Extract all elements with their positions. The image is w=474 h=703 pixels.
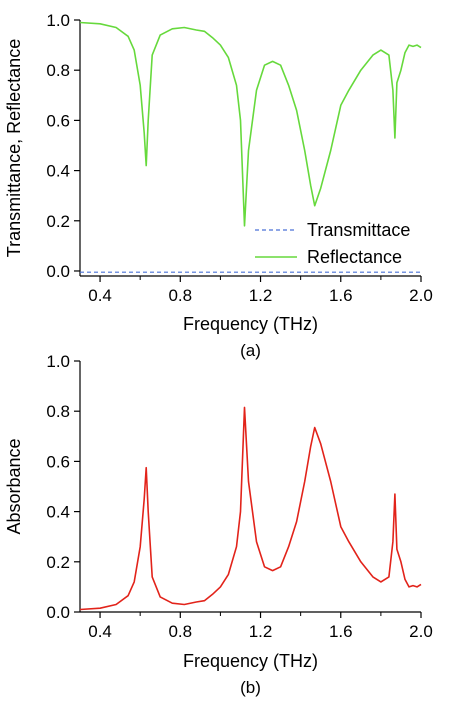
x-tick-label: 1.2 <box>249 286 273 305</box>
x-tick-label: 0.8 <box>168 286 192 305</box>
x-axis-title: Frequency (THz) <box>183 314 318 334</box>
y-tick-label: 1.0 <box>46 11 70 30</box>
y-tick-label: 0.2 <box>46 212 70 231</box>
panel-label: (b) <box>240 678 261 697</box>
absorbance-line <box>79 406 422 611</box>
y-axis-title: Absorbance <box>4 438 24 534</box>
legend-label-transmittace: Transmittace <box>307 220 410 240</box>
y-axis-title: Transmittance, Reflectance <box>4 39 24 257</box>
y-tick-label: 0.4 <box>46 162 70 181</box>
y-tick-label: 0.8 <box>46 402 70 421</box>
x-axis-title: Frequency (THz) <box>183 651 318 671</box>
y-tick-label: 0.4 <box>46 503 70 522</box>
x-tick-label: 1.6 <box>329 286 353 305</box>
y-tick-label: 0.8 <box>46 61 70 80</box>
y-tick-label: 0.6 <box>46 111 70 130</box>
x-tick-label: 2.0 <box>409 286 433 305</box>
y-tick-label: 0.0 <box>46 603 70 622</box>
y-tick-label: 0.6 <box>46 452 70 471</box>
x-tick-label: 2.0 <box>409 622 433 641</box>
reflectance-line <box>79 21 422 227</box>
x-tick-label: 1.2 <box>249 622 273 641</box>
y-tick-label: 0.2 <box>46 553 70 572</box>
y-tick-label: 0.0 <box>46 262 70 281</box>
x-tick-label: 0.4 <box>88 622 112 641</box>
legend-label-reflectance: Reflectance <box>307 247 402 267</box>
x-tick-label: 1.6 <box>329 622 353 641</box>
y-tick-label: 1.0 <box>46 352 70 371</box>
x-tick-label: 0.8 <box>168 622 192 641</box>
panel-label: (a) <box>240 341 261 360</box>
x-tick-label: 0.4 <box>88 286 112 305</box>
